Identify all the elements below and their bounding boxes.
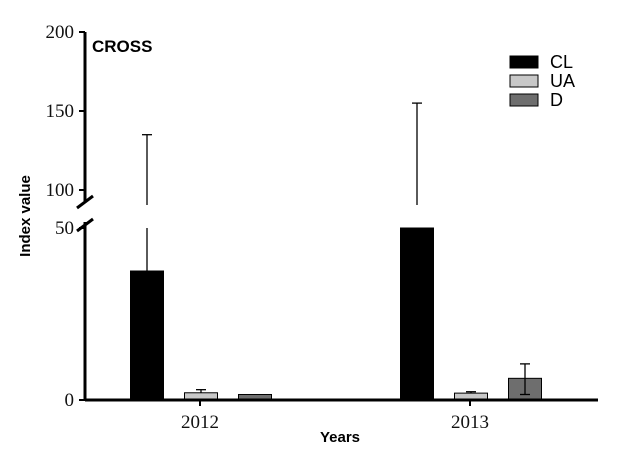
axes-layer: 0 50 100 150 200 2012 2013 <box>46 22 598 433</box>
legend-label-d: D <box>550 90 563 110</box>
y-tick-label: 150 <box>46 101 75 122</box>
x-tick-label: 2013 <box>451 412 489 433</box>
x-tick-label: 2012 <box>181 412 219 433</box>
y-tick-label: 0 <box>65 390 75 411</box>
y-axis-title: Index value <box>17 175 34 257</box>
legend-swatch-d <box>509 93 539 107</box>
axis-break-mark-top <box>76 194 94 210</box>
bar-cl-2013 <box>400 227 434 401</box>
bars-layer <box>130 227 542 401</box>
legend-label-ua: UA <box>550 71 575 91</box>
bar-cl-2012 <box>130 270 164 401</box>
legend-label-cl: CL <box>550 52 573 72</box>
y-tick-label: 200 <box>46 22 75 43</box>
x-axis-title: Years <box>320 429 360 446</box>
error-bars-layer <box>142 102 530 396</box>
y-tick-label: 100 <box>46 180 75 201</box>
legend-swatch-cl <box>509 55 539 69</box>
legend-swatch-ua <box>509 74 539 88</box>
y-tick-label: 50 <box>55 218 74 239</box>
chart-title: CROSS <box>92 37 152 56</box>
